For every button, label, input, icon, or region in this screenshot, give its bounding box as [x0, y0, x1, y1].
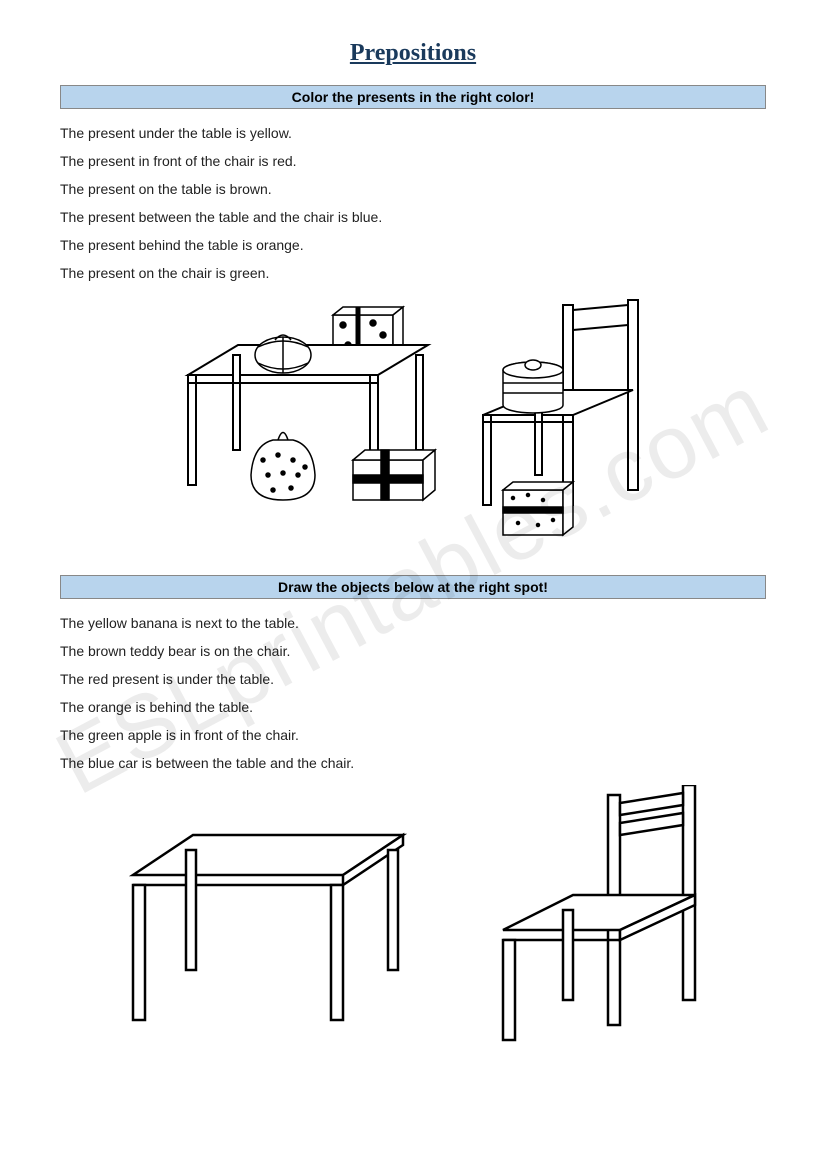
- page-title: Prepositions: [60, 40, 766, 67]
- instruction-line: The red present is under the table.: [60, 665, 766, 693]
- section1-illustration: [60, 295, 766, 555]
- section2-instructions: The yellow banana is next to the table. …: [60, 609, 766, 777]
- section1-instructions: The present under the table is yellow. T…: [60, 119, 766, 287]
- section2-header: Draw the objects below at the right spot…: [60, 575, 766, 599]
- instruction-line: The present under the table is yellow.: [60, 119, 766, 147]
- instruction-line: The yellow banana is next to the table.: [60, 609, 766, 637]
- instruction-line: The present between the table and the ch…: [60, 203, 766, 231]
- instruction-line: The blue car is between the table and th…: [60, 749, 766, 777]
- instruction-line: The present on the chair is green.: [60, 259, 766, 287]
- section1-header: Color the presents in the right color!: [60, 85, 766, 109]
- instruction-line: The brown teddy bear is on the chair.: [60, 637, 766, 665]
- instruction-line: The present on the table is brown.: [60, 175, 766, 203]
- instruction-line: The green apple is in front of the chair…: [60, 721, 766, 749]
- instruction-line: The present in front of the chair is red…: [60, 147, 766, 175]
- instruction-line: The present behind the table is orange.: [60, 231, 766, 259]
- section2-illustration: [60, 785, 766, 1055]
- instruction-line: The orange is behind the table.: [60, 693, 766, 721]
